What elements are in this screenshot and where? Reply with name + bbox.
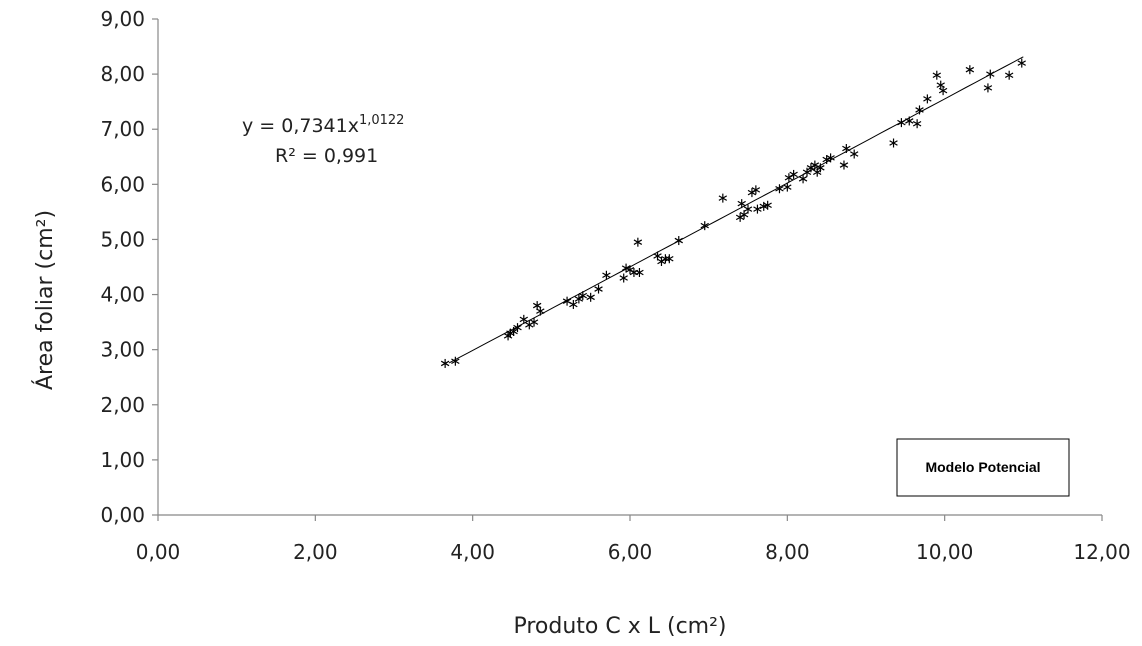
y-axis-title: Área foliar (cm²) [32, 210, 58, 390]
data-point [775, 184, 784, 194]
data-point [578, 291, 588, 301]
data-point [915, 105, 924, 115]
data-point [743, 204, 753, 214]
data-point [923, 94, 932, 104]
y-tick-label: 3,00 [100, 338, 145, 362]
data-point [965, 65, 975, 75]
y-tick-label: 5,00 [100, 227, 145, 251]
data-point [1004, 70, 1014, 80]
data-point [1017, 58, 1026, 68]
data-point [529, 317, 539, 327]
data-point [849, 149, 859, 159]
data-point [513, 323, 522, 333]
y-tick-label: 4,00 [100, 283, 145, 307]
data-point [983, 83, 993, 93]
data-point [586, 292, 595, 302]
y-ticks: 0,00 1,00 2,00 3,00 4,00 5,00 6,00 7,00 8,00 9,00 [100, 7, 158, 527]
data-point [839, 160, 849, 170]
data-point [826, 153, 835, 163]
x-tick-label: 2,00 [293, 540, 338, 564]
x-axis: 0,00 2,00 4,00 6,00 8,00 10,00 12,00 [136, 514, 1131, 564]
y-tick-label: 9,00 [100, 7, 145, 31]
data-point [783, 182, 792, 192]
data-point [737, 199, 746, 209]
data-point [798, 174, 808, 184]
equation-base: y = 0,7341x [242, 115, 359, 137]
y-tick-label: 7,00 [100, 117, 145, 141]
x-tick-label: 4,00 [450, 540, 495, 564]
x-tick-label: 0,00 [136, 540, 181, 564]
data-point [602, 270, 611, 280]
data-point [574, 294, 584, 304]
y-tick-label: 8,00 [100, 62, 145, 86]
y-tick-label: 1,00 [100, 448, 145, 472]
data-point [635, 268, 644, 278]
data-point [753, 204, 762, 214]
data-point [700, 221, 709, 231]
data-point [562, 296, 572, 306]
data-point [938, 86, 948, 96]
x-tick-label: 12,00 [1073, 540, 1130, 564]
data-point [653, 251, 662, 261]
y-tick-label: 2,00 [100, 393, 145, 417]
data-point [912, 119, 922, 129]
data-point [594, 284, 603, 294]
x-tick-label: 6,00 [608, 540, 653, 564]
trendline [448, 56, 1024, 364]
data-point [718, 193, 728, 203]
data-point [889, 138, 898, 148]
data-point [665, 254, 674, 264]
data-point [440, 358, 450, 368]
data-point [569, 299, 578, 309]
x-axis-title: Produto C x L (cm²) [513, 614, 726, 639]
equation-label: y = 0,7341x1,0122 [242, 113, 404, 137]
data-point [789, 169, 798, 179]
data-point [661, 254, 670, 264]
x-tick-label: 10,00 [916, 540, 973, 564]
r-squared-label: R² = 0,991 [275, 145, 378, 167]
data-point [763, 200, 772, 210]
data-point [519, 314, 529, 324]
data-point [932, 70, 942, 80]
data-point [619, 273, 628, 283]
data-point [633, 237, 643, 247]
data-point [451, 356, 460, 366]
y-tick-label: 0,00 [100, 503, 145, 527]
x-tick-label: 8,00 [765, 540, 810, 564]
model-legend-box [896, 438, 1070, 497]
data-points [440, 58, 1026, 368]
data-point [739, 210, 749, 220]
y-tick-label: 6,00 [100, 172, 145, 196]
data-point [751, 185, 761, 195]
y-axis: 0,00 1,00 2,00 3,00 4,00 5,00 6,00 7,00 8,00 9,00 [100, 7, 159, 527]
x-ticks: 0,00 2,00 4,00 6,00 8,00 10,00 12,00 [136, 515, 1131, 564]
model-legend-label: Modelo Potencial [925, 459, 1040, 475]
equation-exponent: 1,0122 [359, 113, 405, 128]
